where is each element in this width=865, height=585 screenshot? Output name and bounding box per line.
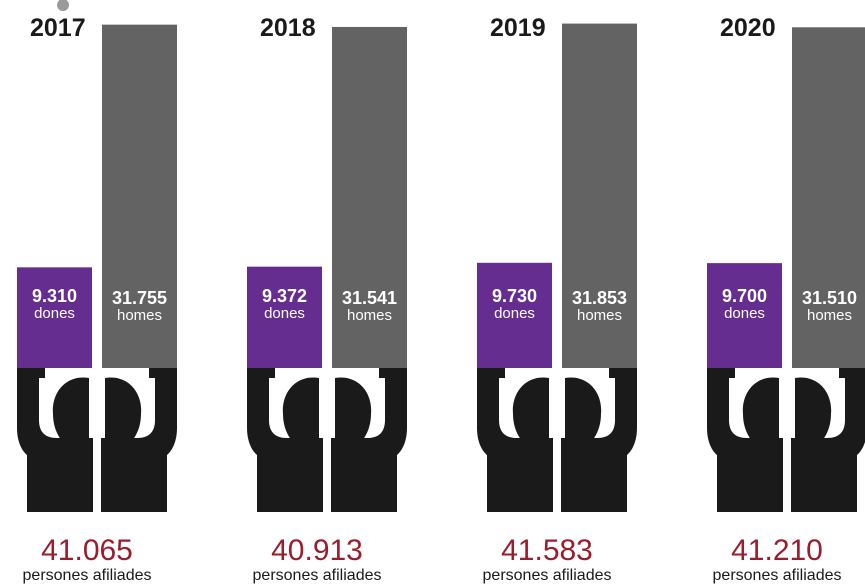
year-label: 2018 (260, 14, 316, 42)
value-label-homes: 31.853 (572, 288, 627, 308)
decorative-dot (57, 0, 69, 11)
value-label-dones: 9.730 (492, 286, 537, 306)
person-icon (477, 368, 637, 512)
value-label-dones: 9.372 (262, 286, 307, 306)
value-label-dones: 9.310 (32, 286, 77, 306)
total-label: persones afiliades (713, 567, 842, 584)
series-label-homes: homes (347, 307, 392, 324)
person-icon (17, 368, 177, 512)
series-label-dones: dones (494, 305, 535, 322)
bar-homes (562, 23, 637, 368)
total-label: persones afiliades (253, 567, 382, 584)
value-label-homes: 31.510 (802, 288, 857, 308)
series-label-homes: homes (117, 307, 162, 324)
value-label-homes: 31.755 (112, 288, 167, 308)
total-value: 41.210 (731, 534, 823, 567)
total-label: persones afiliades (483, 567, 612, 584)
person-icon (707, 368, 865, 512)
bar-dones (477, 262, 552, 368)
total-value: 40.913 (271, 534, 363, 567)
bar-homes (332, 26, 407, 368)
series-label-homes: homes (807, 307, 852, 324)
year-label: 2020 (720, 14, 776, 42)
bar-dones (707, 263, 782, 368)
year-label: 2017 (30, 14, 86, 42)
series-label-dones: dones (34, 305, 75, 322)
series-label-dones: dones (264, 305, 305, 322)
bar-homes (102, 24, 177, 369)
series-label-dones: dones (724, 305, 765, 322)
bar-homes (792, 27, 865, 368)
total-value: 41.065 (41, 534, 133, 567)
value-label-dones: 9.700 (722, 286, 767, 306)
total-label: persones afiliades (23, 567, 152, 584)
person-icon (247, 368, 407, 512)
year-label: 2019 (490, 14, 546, 42)
bar-dones (247, 266, 322, 368)
value-label-homes: 31.541 (342, 288, 397, 308)
bar-dones (17, 267, 92, 368)
total-value: 41.583 (501, 534, 593, 567)
series-label-homes: homes (577, 307, 622, 324)
